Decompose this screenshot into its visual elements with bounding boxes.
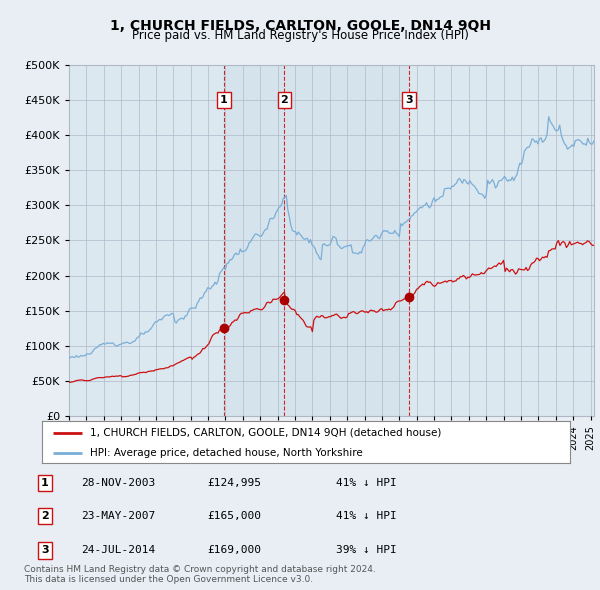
- Text: 39% ↓ HPI: 39% ↓ HPI: [336, 546, 397, 555]
- Text: 1: 1: [220, 95, 228, 105]
- Text: £169,000: £169,000: [207, 546, 261, 555]
- Text: 2: 2: [41, 512, 49, 521]
- Text: 41% ↓ HPI: 41% ↓ HPI: [336, 478, 397, 487]
- Text: Price paid vs. HM Land Registry's House Price Index (HPI): Price paid vs. HM Land Registry's House …: [131, 30, 469, 42]
- Text: 2: 2: [280, 95, 288, 105]
- Text: £165,000: £165,000: [207, 512, 261, 521]
- Text: 3: 3: [405, 95, 413, 105]
- Text: 1, CHURCH FIELDS, CARLTON, GOOLE, DN14 9QH (detached house): 1, CHURCH FIELDS, CARLTON, GOOLE, DN14 9…: [89, 428, 441, 438]
- Text: 3: 3: [41, 546, 49, 555]
- Text: £124,995: £124,995: [207, 478, 261, 487]
- Text: 28-NOV-2003: 28-NOV-2003: [81, 478, 155, 487]
- Text: 23-MAY-2007: 23-MAY-2007: [81, 512, 155, 521]
- Text: HPI: Average price, detached house, North Yorkshire: HPI: Average price, detached house, Nort…: [89, 448, 362, 457]
- Bar: [284, 65, 409, 416]
- Text: Contains HM Land Registry data © Crown copyright and database right 2024.
This d: Contains HM Land Registry data © Crown c…: [24, 565, 376, 584]
- Text: 41% ↓ HPI: 41% ↓ HPI: [336, 512, 397, 521]
- Bar: [224, 65, 284, 416]
- Text: 1, CHURCH FIELDS, CARLTON, GOOLE, DN14 9QH: 1, CHURCH FIELDS, CARLTON, GOOLE, DN14 9…: [110, 19, 491, 33]
- Text: 24-JUL-2014: 24-JUL-2014: [81, 546, 155, 555]
- Text: 1: 1: [41, 478, 49, 487]
